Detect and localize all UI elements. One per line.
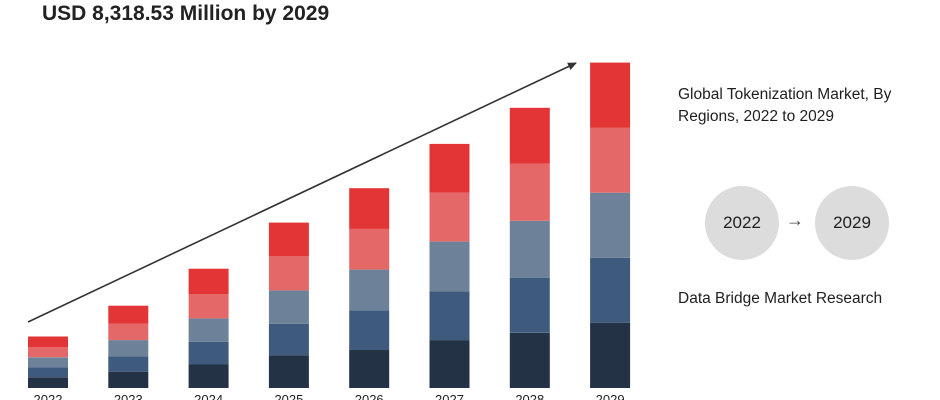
bar-segment-2026-3 (349, 269, 390, 311)
bar-segment-2029-3 (590, 192, 631, 258)
bar-segment-2028-2 (509, 277, 550, 333)
bar-segment-2022-1 (28, 377, 68, 388)
start-year-circle: 2022 (705, 186, 779, 260)
x-tick-label: 2025 (274, 392, 303, 400)
bar-segment-2023-2 (108, 356, 149, 372)
bar-segment-2027-4 (429, 192, 470, 242)
end-year-label: 2029 (833, 213, 871, 232)
bar-segment-2027-5 (429, 143, 470, 193)
bar-segment-2026-1 (349, 350, 390, 388)
bar-segment-2028-1 (509, 332, 550, 388)
bar-segment-2027-1 (429, 340, 470, 388)
start-year-label: 2022 (723, 213, 761, 232)
side-panel-title: Global Tokenization Market, By Regions, … (678, 86, 892, 125)
bar-segment-2026-4 (349, 228, 390, 270)
bar-segment-2024-1 (188, 364, 229, 388)
x-tick-label: 2022 (34, 392, 63, 400)
bar-segment-2026-2 (349, 310, 390, 351)
bar-segment-2026-5 (349, 188, 390, 229)
x-tick-label: 2023 (114, 392, 143, 400)
bar-segment-2023-1 (108, 371, 149, 388)
bar-segment-2027-3 (429, 241, 470, 292)
bar-segment-2029-2 (590, 257, 631, 323)
x-tick-label: 2026 (355, 392, 384, 400)
bar-segment-2025-2 (268, 323, 309, 356)
bar-segment-2024-3 (188, 318, 229, 342)
bar-segment-2022-2 (28, 367, 68, 378)
bar-segment-2023-5 (108, 305, 149, 324)
x-tick-label: 2027 (435, 392, 464, 400)
end-year-circle: 2029 (815, 186, 889, 260)
bar-segment-2029-5 (590, 62, 631, 128)
bar-segment-2024-4 (188, 294, 229, 319)
right-arrow-icon: → (786, 210, 804, 230)
bar-segment-2022-5 (28, 336, 68, 348)
x-tick-label: 2028 (515, 392, 544, 400)
bar-segment-2024-2 (188, 341, 229, 365)
bar-segment-2029-4 (590, 127, 631, 193)
bar-segment-2025-5 (268, 222, 309, 256)
bar-segment-2022-3 (28, 357, 68, 368)
stacked-bar-chart: 2022 2023 2024 2025 2026 2027 2028 2029 (27, 62, 631, 400)
x-tick-label: 2029 (596, 392, 625, 400)
bar-segment-2024-5 (188, 268, 229, 294)
bar-segment-2028-3 (509, 220, 550, 278)
bar-segment-2023-4 (108, 323, 149, 341)
bar-segment-2029-1 (590, 322, 631, 388)
chart-title: USD 8,318.53 Million by 2029 (42, 2, 330, 25)
bar-segment-2028-4 (509, 163, 550, 221)
bar-segment-2025-4 (268, 256, 309, 291)
bar-segment-2028-5 (509, 107, 550, 164)
trend-arrow (27, 62, 577, 323)
bar-segment-2022-4 (28, 347, 68, 358)
x-tick-label: 2024 (194, 392, 223, 400)
source-label: Data Bridge Market Research (678, 290, 883, 307)
bar-segment-2023-3 (108, 340, 149, 357)
bar-segment-2025-1 (268, 355, 309, 388)
bar-segment-2025-3 (268, 290, 309, 324)
bar-segment-2027-2 (429, 291, 470, 341)
